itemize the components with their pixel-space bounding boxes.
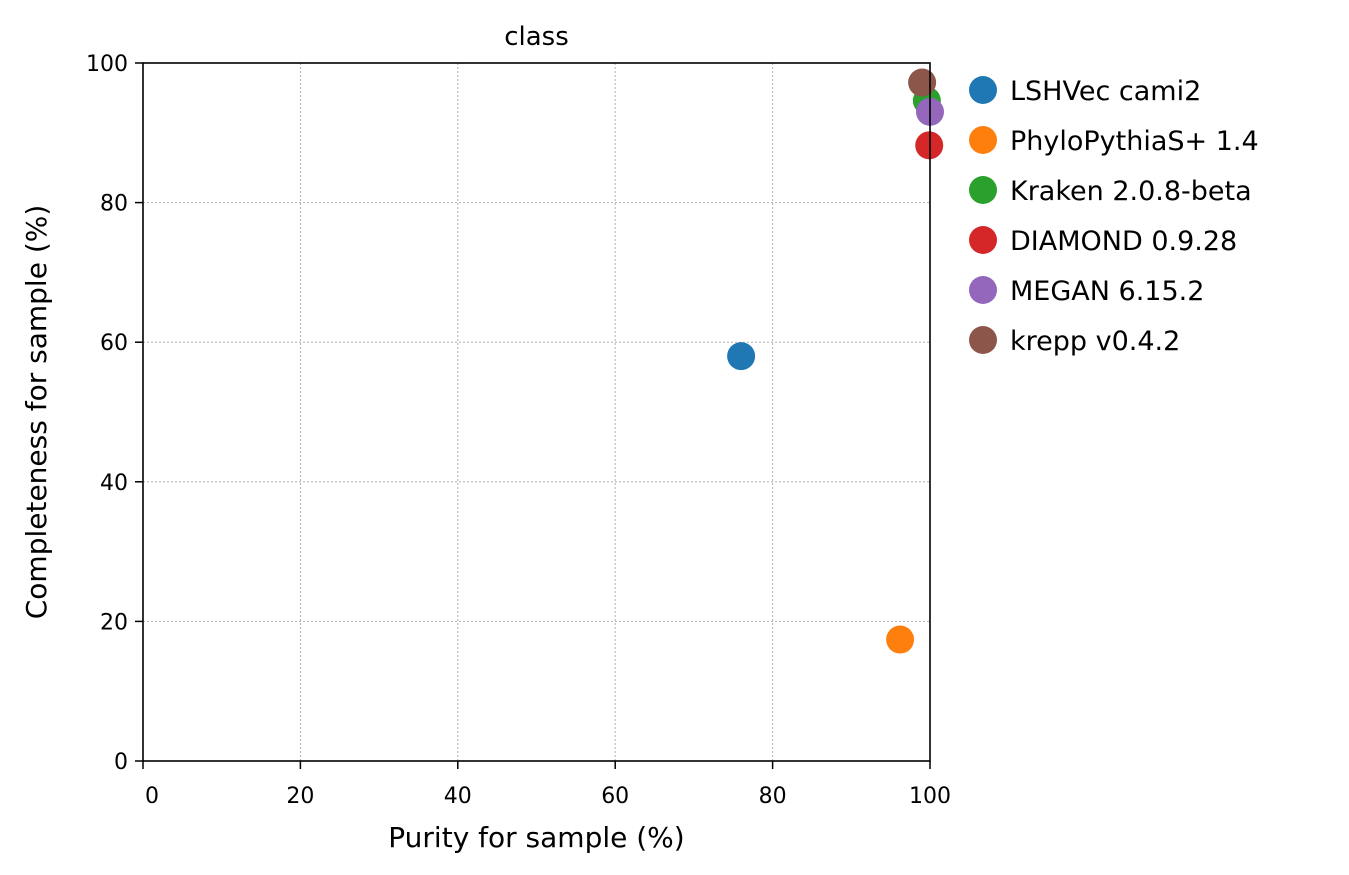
- data-point: [886, 625, 915, 654]
- legend-label: krepp v0.4.2: [1010, 326, 1180, 357]
- legend-label: LSHVec cami2: [1010, 76, 1201, 107]
- y-tick-label: 60: [100, 331, 128, 356]
- y-tick-label: 80: [100, 192, 128, 217]
- legend-marker: [969, 226, 997, 254]
- data-point: [908, 68, 937, 97]
- data-point: [727, 342, 756, 371]
- legend-label: DIAMOND 0.9.28: [1010, 226, 1237, 257]
- legend: LSHVec cami2 PhyloPythiaS+ 1.4 Kraken 2.0.…: [969, 76, 1259, 357]
- y-tick-label: 40: [100, 471, 128, 496]
- x-tick-label: 20: [286, 784, 314, 809]
- plot-frame: [142, 62, 931, 762]
- x-tick-label: 0: [145, 784, 159, 809]
- legend-label: Kraken 2.0.8-beta: [1010, 176, 1252, 207]
- x-tick-label: 100: [909, 784, 951, 809]
- y-axis-label: Completeness for sample (%): [20, 205, 53, 620]
- legend-marker: [969, 176, 997, 204]
- y-tick-label: 20: [100, 610, 128, 635]
- legend-marker: [969, 126, 997, 154]
- x-axis-label: Purity for sample (%): [388, 821, 684, 854]
- legend-marker: [969, 276, 997, 304]
- chart-title: class: [504, 22, 569, 52]
- y-tick-label: 0: [114, 750, 128, 775]
- legend-marker: [969, 76, 997, 104]
- y-tick-label: 100: [86, 52, 128, 77]
- x-tick-label: 60: [601, 784, 629, 809]
- legend-label: MEGAN 6.15.2: [1010, 276, 1204, 307]
- legend-label: PhyloPythiaS+ 1.4: [1010, 126, 1259, 157]
- axis-ticks: 0 20 40 60 80 100 0 20 40 60 80 100: [86, 52, 951, 809]
- data-points: [727, 68, 944, 654]
- legend-marker: [969, 326, 997, 354]
- x-tick-label: 80: [759, 784, 787, 809]
- x-tick-label: 40: [444, 784, 472, 809]
- grid-lines: [143, 63, 930, 761]
